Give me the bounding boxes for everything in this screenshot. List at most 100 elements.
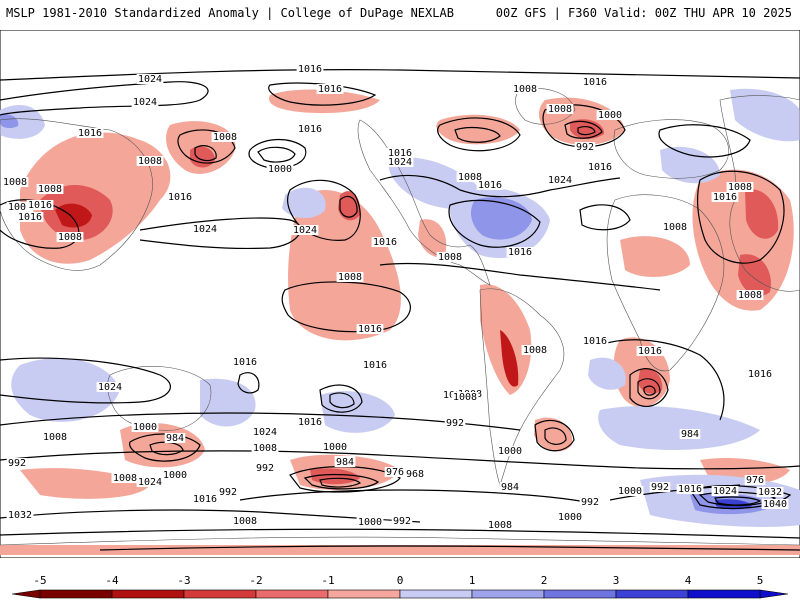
anomaly-map: 1016 1024 1016 1016 1024 1008 1008 1000 992 1016 1… [0,29,800,559]
colorbar-swatch [255,589,329,599]
isobar-label-background [254,463,276,473]
isobar-label-background [661,222,689,232]
anomaly-patch [730,88,800,142]
isobar-label-background [211,132,239,142]
isobar-label: 1016 [508,247,532,258]
anomaly-patch [738,254,771,296]
isobar-label: 1008 [488,520,512,531]
isobar-line [319,477,362,488]
isobar-label: 1000 [323,442,347,453]
anomaly-patch [320,391,395,433]
colorbar-swatch [327,589,401,599]
isobar-line [0,450,800,470]
colorbar-tick-label: 5 [757,574,764,587]
isobar-label: 1024 [253,427,277,438]
isobar-label-background [436,252,464,262]
isobar-label: 1016 [318,84,342,95]
isobar-label: 1016 [168,192,192,203]
isobar-label-background [451,392,479,402]
isobar-label: 1000 [358,517,382,528]
isobar-label-background [616,486,644,496]
model-run-info: 00Z GFS | F360 Valid: 00Z THU APR 10 202… [495,6,792,20]
isobar-label: 992 [446,418,464,429]
colorbar-scale: -5 -4 -3 -2 -1 0 1 2 3 4 5 [11,574,789,599]
isobar-line [658,124,751,158]
isobar-label-background [556,512,584,522]
isobar-label-background [736,290,764,300]
isobar-label-background [649,482,671,492]
isobar-label-background [111,473,139,483]
isobar-label: 1008 [728,182,752,193]
isobar-line [286,179,361,241]
isobar-label-background [581,77,609,87]
colorbar-extend-min [11,589,41,599]
isobar-line [579,204,631,231]
isobar-label: 1008 [113,473,137,484]
colorbar-swatch [687,589,761,599]
isobar-label: 992 [8,458,26,469]
isobar-label-background [136,156,164,166]
anomaly-patch [418,219,447,258]
isobar-label: 1016 [193,494,217,505]
isobar-label: 1016 [78,128,102,139]
isobar-label: 1024 [98,382,122,393]
colorbar-extend-max [759,589,789,599]
isobar-label: 1016 [748,369,772,380]
isobar-label: 992 [651,482,669,493]
isobar-label-background [756,487,784,497]
isobar-line [542,104,626,148]
isobar-label: 976 [746,475,764,486]
isobar-line [0,81,209,116]
isobar-label-background [506,247,534,257]
isobar-label-background [164,433,186,443]
isobar-label: 1000 [498,446,522,457]
isobar-label: 1008 [38,184,62,195]
colorbar-tick-label: -3 [177,574,190,587]
isobar-label-background [217,487,239,497]
isobar-label: 1016 [678,484,702,495]
isobar-label-background [676,484,704,494]
isobar-label-background [321,442,349,452]
isobar-label: 1024 [713,486,737,497]
isobar-label: 1032 [8,510,32,521]
isobar-label: 1016 [583,336,607,347]
isobar-line [643,385,656,396]
isobar-label-background [521,345,549,355]
isobar-label-background [636,346,664,356]
isobar-label: 992 [256,463,274,474]
isobar-line [379,174,621,198]
isobar-label: 1008 [233,516,257,527]
isobar-label-background [499,482,521,492]
isobar-label: 1000 [558,512,582,523]
isobar-label: 1008 [663,222,687,233]
isobar-line [0,528,800,539]
anomaly-patch [338,191,361,221]
isobar-line [696,170,785,264]
coastline-east-asia [0,118,153,271]
colorbar-swatch [471,589,545,599]
isobar-label-background [191,494,219,504]
isobar-label-background [6,202,34,212]
isobar-label-background [579,497,601,507]
isobar-line [99,545,800,551]
isobar-label-background [296,124,324,134]
isobar-label: 1024 [293,225,317,236]
isobar-label-background [166,192,194,202]
isobar-label-background [486,520,514,530]
isobar-line [303,473,380,490]
isobar-label: 1024 [133,97,157,108]
anomaly-patch [588,357,626,390]
colorbar-tick-label: 4 [685,574,692,587]
isobar-label: 984 [166,433,184,444]
isobar-label-background [546,175,574,185]
isobar-label: 1008 [438,252,462,263]
isobar-label: 1000 [268,164,292,175]
isobar-label-background [581,336,609,346]
isobar-label-background [334,457,356,467]
anomaly-patch [11,358,120,422]
isobar-label-background [251,427,279,437]
isobar-label: 984 [501,482,519,493]
anomaly-patch [570,119,605,139]
coastline-europe [613,119,729,179]
isobar-line [177,129,236,164]
